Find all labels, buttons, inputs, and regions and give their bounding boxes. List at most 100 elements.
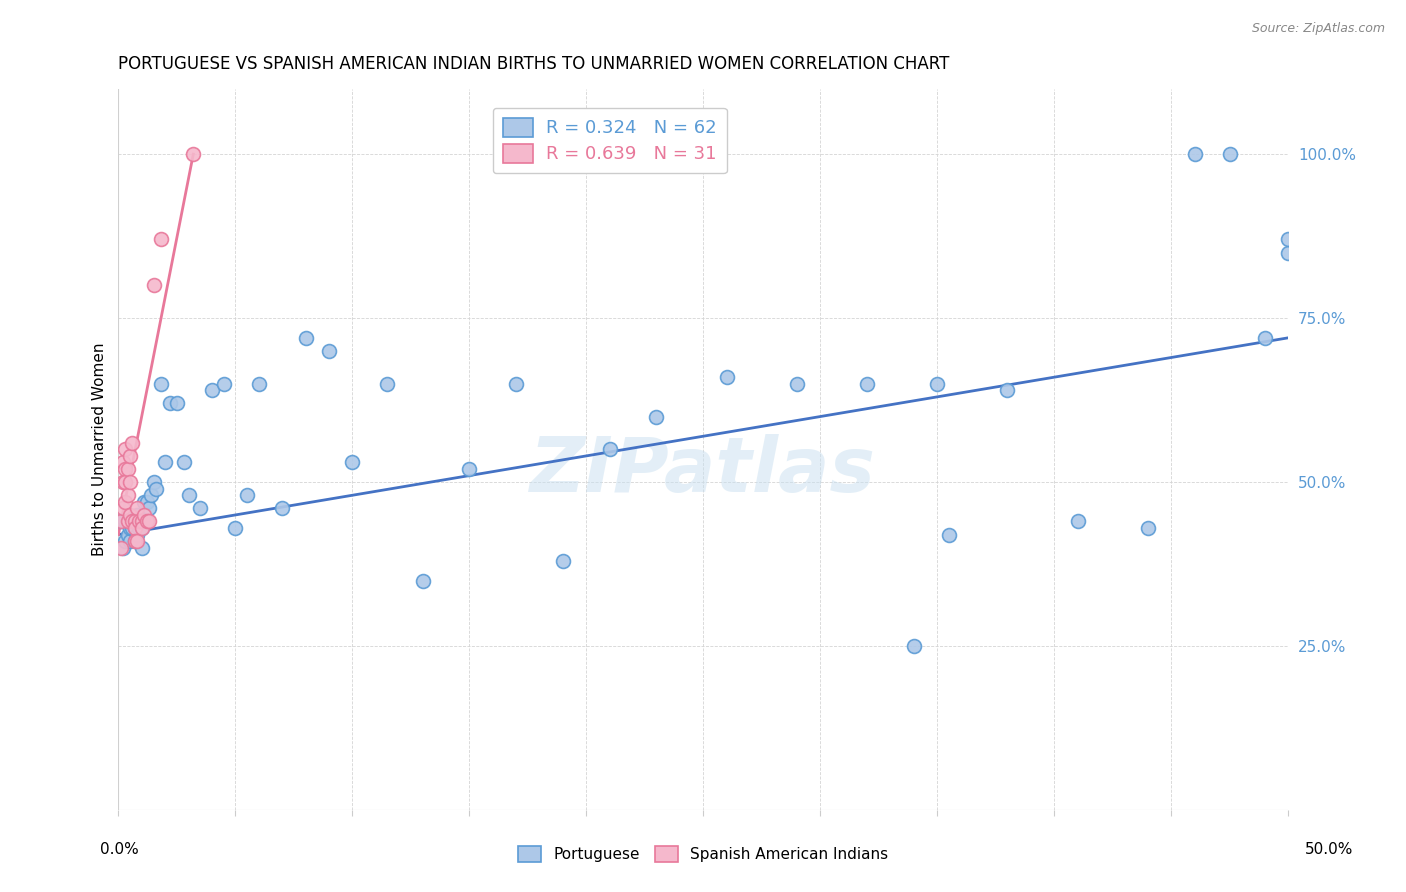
Point <box>342 455 364 469</box>
Point <box>112 541 135 555</box>
Point <box>1136 521 1159 535</box>
Point <box>149 376 172 391</box>
Point <box>127 527 149 541</box>
Point <box>131 515 153 529</box>
Point <box>188 501 211 516</box>
Point <box>212 376 235 391</box>
Point <box>142 278 165 293</box>
Point <box>121 435 143 450</box>
Point <box>117 527 139 541</box>
Point <box>114 495 136 509</box>
Point <box>645 409 668 424</box>
Point <box>599 442 621 457</box>
Point <box>124 515 146 529</box>
Point <box>1066 515 1088 529</box>
Point <box>128 521 150 535</box>
Point <box>181 147 204 161</box>
Legend: Portuguese, Spanish American Indians: Portuguese, Spanish American Indians <box>512 840 894 868</box>
Point <box>120 508 142 522</box>
Point <box>112 455 135 469</box>
Point <box>114 462 136 476</box>
Point <box>110 515 132 529</box>
Point <box>856 376 879 391</box>
Point <box>112 515 135 529</box>
Point <box>121 521 143 535</box>
Point <box>120 475 142 490</box>
Point <box>159 396 181 410</box>
Point <box>135 495 157 509</box>
Point <box>121 515 143 529</box>
Text: PORTUGUESE VS SPANISH AMERICAN INDIAN BIRTHS TO UNMARRIED WOMEN CORRELATION CHAR: PORTUGUESE VS SPANISH AMERICAN INDIAN BI… <box>118 55 950 73</box>
Point <box>120 534 142 549</box>
Point <box>173 455 195 469</box>
Point <box>318 343 340 358</box>
Point <box>166 396 188 410</box>
Point <box>117 488 139 502</box>
Point <box>117 515 139 529</box>
Text: ZIPatlas: ZIPatlas <box>530 434 876 508</box>
Point <box>903 639 925 653</box>
Point <box>247 376 270 391</box>
Point <box>112 501 135 516</box>
Point <box>142 475 165 490</box>
Point <box>128 515 150 529</box>
Point <box>127 508 149 522</box>
Point <box>121 515 143 529</box>
Point <box>138 515 160 529</box>
Point <box>131 521 153 535</box>
Point <box>124 521 146 535</box>
Legend: R = 0.324   N = 62, R = 0.639   N = 31: R = 0.324 N = 62, R = 0.639 N = 31 <box>492 108 727 173</box>
Point <box>128 515 150 529</box>
Point <box>224 521 246 535</box>
Point <box>1277 245 1299 260</box>
Point <box>1254 331 1277 345</box>
Point <box>124 534 146 549</box>
Point <box>927 376 949 391</box>
Point <box>1277 232 1299 246</box>
Point <box>117 515 139 529</box>
Point <box>177 488 200 502</box>
Point <box>786 376 808 391</box>
Text: 0.0%: 0.0% <box>100 842 139 856</box>
Point <box>377 376 399 391</box>
Point <box>1184 147 1206 161</box>
Point <box>110 515 132 529</box>
Point <box>149 232 172 246</box>
Point <box>117 462 139 476</box>
Point <box>145 482 167 496</box>
Point <box>938 527 960 541</box>
Point <box>141 488 163 502</box>
Point <box>112 475 135 490</box>
Point <box>134 508 156 522</box>
Point <box>236 488 259 502</box>
Point <box>155 455 177 469</box>
Point <box>135 515 157 529</box>
Point <box>1219 147 1241 161</box>
Point <box>505 376 527 391</box>
Text: 50.0%: 50.0% <box>1305 842 1353 856</box>
Point <box>271 501 294 516</box>
Point <box>114 534 136 549</box>
Point <box>551 554 574 568</box>
Y-axis label: Births to Unmarried Women: Births to Unmarried Women <box>93 343 107 556</box>
Point <box>124 534 146 549</box>
Point <box>138 501 160 516</box>
Point <box>120 449 142 463</box>
Point <box>114 475 136 490</box>
Point <box>201 384 224 398</box>
Point <box>131 541 153 555</box>
Point <box>294 331 316 345</box>
Point <box>134 495 156 509</box>
Point <box>127 501 149 516</box>
Text: Source: ZipAtlas.com: Source: ZipAtlas.com <box>1251 22 1385 36</box>
Point <box>120 521 142 535</box>
Point <box>131 521 153 535</box>
Point <box>458 462 481 476</box>
Point <box>127 534 149 549</box>
Point <box>114 515 136 529</box>
Point <box>124 521 146 535</box>
Point <box>412 574 434 588</box>
Point <box>997 384 1019 398</box>
Point <box>716 370 738 384</box>
Point <box>110 541 132 555</box>
